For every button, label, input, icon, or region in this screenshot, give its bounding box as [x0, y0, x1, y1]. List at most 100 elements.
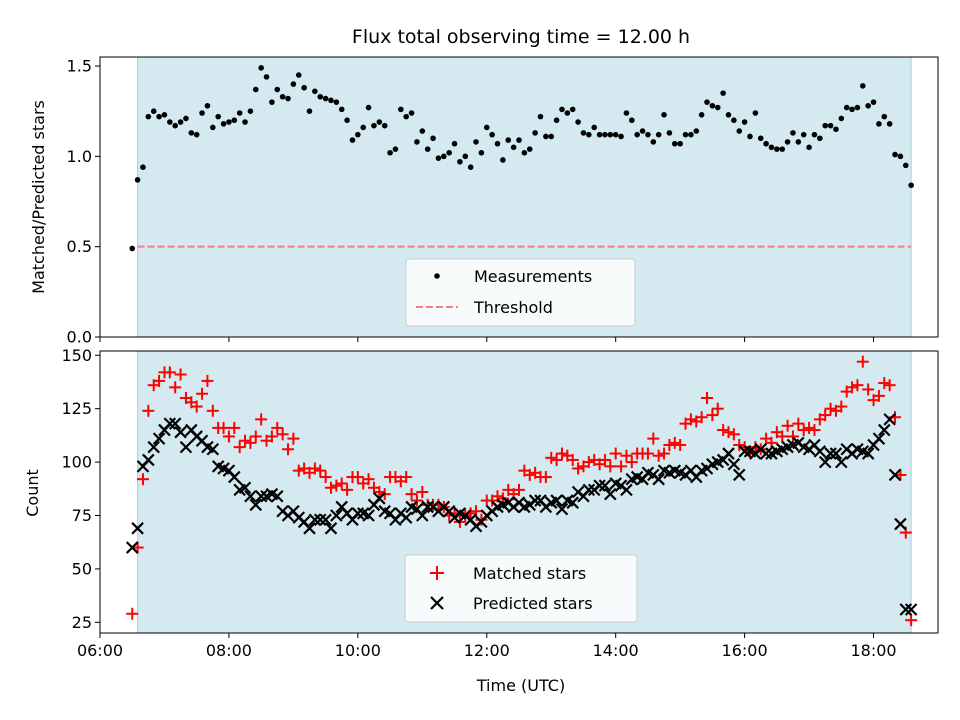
matched-star-point: [324, 481, 337, 494]
predicted-star-point: [878, 423, 891, 437]
measurement-point: [607, 131, 614, 138]
count-predicted-stars: [125, 413, 918, 616]
matched-star-point: [668, 436, 681, 449]
measurement-point: [720, 90, 726, 96]
matched-star-point: [566, 453, 579, 466]
count-y-tick-label: 150: [61, 346, 92, 365]
measurement-point: [269, 99, 275, 105]
matched-star-point: [523, 468, 536, 481]
matched-star-point: [276, 428, 289, 441]
ratio-y-tick-label: 0.0: [67, 328, 92, 347]
measurement-point: [736, 128, 743, 134]
measurement-point: [312, 88, 318, 95]
predicted-star-point: [168, 417, 182, 430]
measurement-point: [870, 99, 877, 105]
measurement-point: [902, 162, 909, 169]
predicted-star-point: [829, 447, 843, 460]
matched-star-point: [545, 451, 558, 464]
measurement-point: [784, 139, 791, 145]
measurement-point: [569, 106, 576, 113]
matched-star-point: [550, 453, 563, 466]
predicted-star-point: [319, 513, 332, 527]
predicted-star-point: [550, 494, 563, 507]
measurement-point: [258, 65, 264, 71]
count-y-tick-label: 25: [72, 613, 92, 632]
count-x-axis-label: Time (UTC): [476, 676, 565, 695]
measurement-point: [709, 102, 716, 109]
predicted-star-point: [835, 455, 848, 469]
measurement-point: [360, 124, 367, 131]
matched-star-point: [604, 460, 617, 473]
predicted-star-point: [598, 479, 612, 492]
count-y-tick-label: 125: [61, 399, 92, 418]
measurement-point: [451, 140, 458, 147]
measurement-point: [457, 158, 463, 165]
matched-star-point: [136, 473, 149, 486]
measurement-point: [183, 115, 189, 122]
measurement-point: [140, 164, 146, 170]
predicted-star-point: [270, 489, 284, 503]
measurement-point: [532, 130, 538, 136]
measurement-point: [827, 122, 834, 129]
matched-star-point: [835, 400, 848, 413]
predicted-star-point: [555, 502, 569, 516]
matched-star-point: [652, 449, 665, 462]
predicted-star-point: [163, 417, 177, 430]
measurement-point: [543, 133, 549, 140]
measurement-point: [242, 119, 248, 125]
predicted-star-point: [174, 425, 187, 439]
matched-star-point: [239, 434, 252, 447]
measurement-point: [290, 81, 297, 87]
matched-star-point: [265, 430, 278, 443]
measurement-point: [790, 130, 796, 136]
matched-star-point: [228, 421, 241, 434]
measurement-point: [580, 130, 587, 136]
predicted-star-point: [722, 447, 735, 460]
matched-star-point: [620, 449, 633, 462]
measurement-point: [419, 128, 426, 134]
measurement-point: [881, 113, 888, 120]
measurement-point: [725, 112, 732, 118]
matched-star-point: [222, 430, 235, 443]
measurement-point: [150, 108, 157, 114]
measurement-point: [741, 119, 748, 125]
measurement-point: [645, 131, 651, 138]
measurement-point: [279, 93, 286, 100]
predicted-star-point: [179, 440, 193, 454]
measurement-point: [188, 130, 195, 136]
measurement-point: [849, 106, 855, 113]
ratio-legend: Measurements Threshold: [405, 258, 636, 327]
matched-star-point: [658, 447, 671, 460]
matched-star-point: [722, 426, 735, 439]
count-x-tick-label: 10:00: [335, 641, 381, 660]
matched-star-point: [684, 413, 697, 426]
predicted-star-point: [142, 453, 155, 467]
predicted-star-point: [330, 509, 343, 522]
measurement-point: [655, 131, 662, 138]
measurement-point: [591, 124, 598, 131]
matched-star-point: [255, 413, 268, 426]
matched-star-point: [405, 488, 418, 501]
ratio-y-tick-label: 1.0: [67, 147, 92, 166]
count-legend: Matched stars Predicted stars: [404, 554, 638, 623]
ratio-plot-frame: [99, 56, 939, 338]
predicted-star-point: [861, 447, 875, 460]
matched-star-point: [883, 379, 896, 392]
matched-star-point: [314, 464, 327, 477]
matched-star-point: [711, 402, 724, 415]
measurement-point: [596, 131, 603, 138]
predicted-star-point: [125, 541, 139, 554]
predicted-star-point: [652, 472, 665, 486]
measurement-point: [505, 137, 512, 143]
predicted-star-point: [528, 494, 542, 507]
count-panel: 25 50 75 100 125 150 06:00 08:00 10:00 12:00 14:0…: [23, 346, 939, 695]
predicted-star-point: [894, 517, 907, 531]
matched-star-point: [400, 471, 413, 484]
measurement-point: [779, 146, 786, 152]
measurement-point: [226, 119, 232, 125]
measurement-point: [285, 95, 291, 102]
matched-star-point: [308, 462, 321, 475]
measurement-point: [306, 108, 313, 114]
measurement-point: [854, 104, 861, 111]
